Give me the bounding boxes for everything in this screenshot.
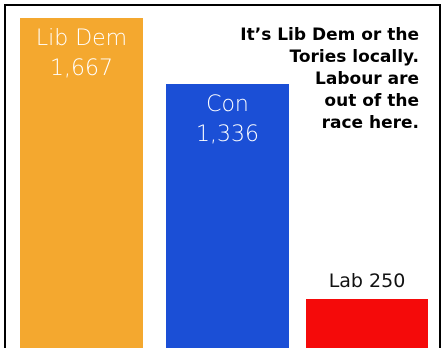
bar-con: Con 1,336 [166, 84, 289, 348]
annotation-line: race here. [321, 113, 419, 133]
chart-area: Lib Dem 1,667 Con 1,336 Lab 250 It’s Lib… [4, 4, 441, 348]
bar-lib-dem: Lib Dem 1,667 [20, 18, 143, 348]
bar-label-con-value: 1,336 [196, 122, 259, 147]
bar-label-lab: Lab 250 [306, 269, 428, 293]
chart-annotation: It’s Lib Dem or the Tories locally. Labo… [179, 24, 419, 134]
annotation-line: out of the [324, 91, 419, 111]
bar-label-con-name: Con [206, 92, 249, 117]
annotation-line: It’s Lib Dem or the [240, 25, 419, 45]
bar-label-lab-value: 250 [369, 270, 406, 292]
bar-label-lib-dem-name: Lib Dem [35, 26, 128, 51]
bar-label-lib-dem-value: 1,667 [50, 56, 113, 81]
annotation-line: Tories locally. [289, 47, 419, 67]
bar-lab [306, 299, 428, 348]
annotation-line: Labour are [315, 69, 419, 89]
bar-label-lab-name: Lab [328, 270, 363, 292]
